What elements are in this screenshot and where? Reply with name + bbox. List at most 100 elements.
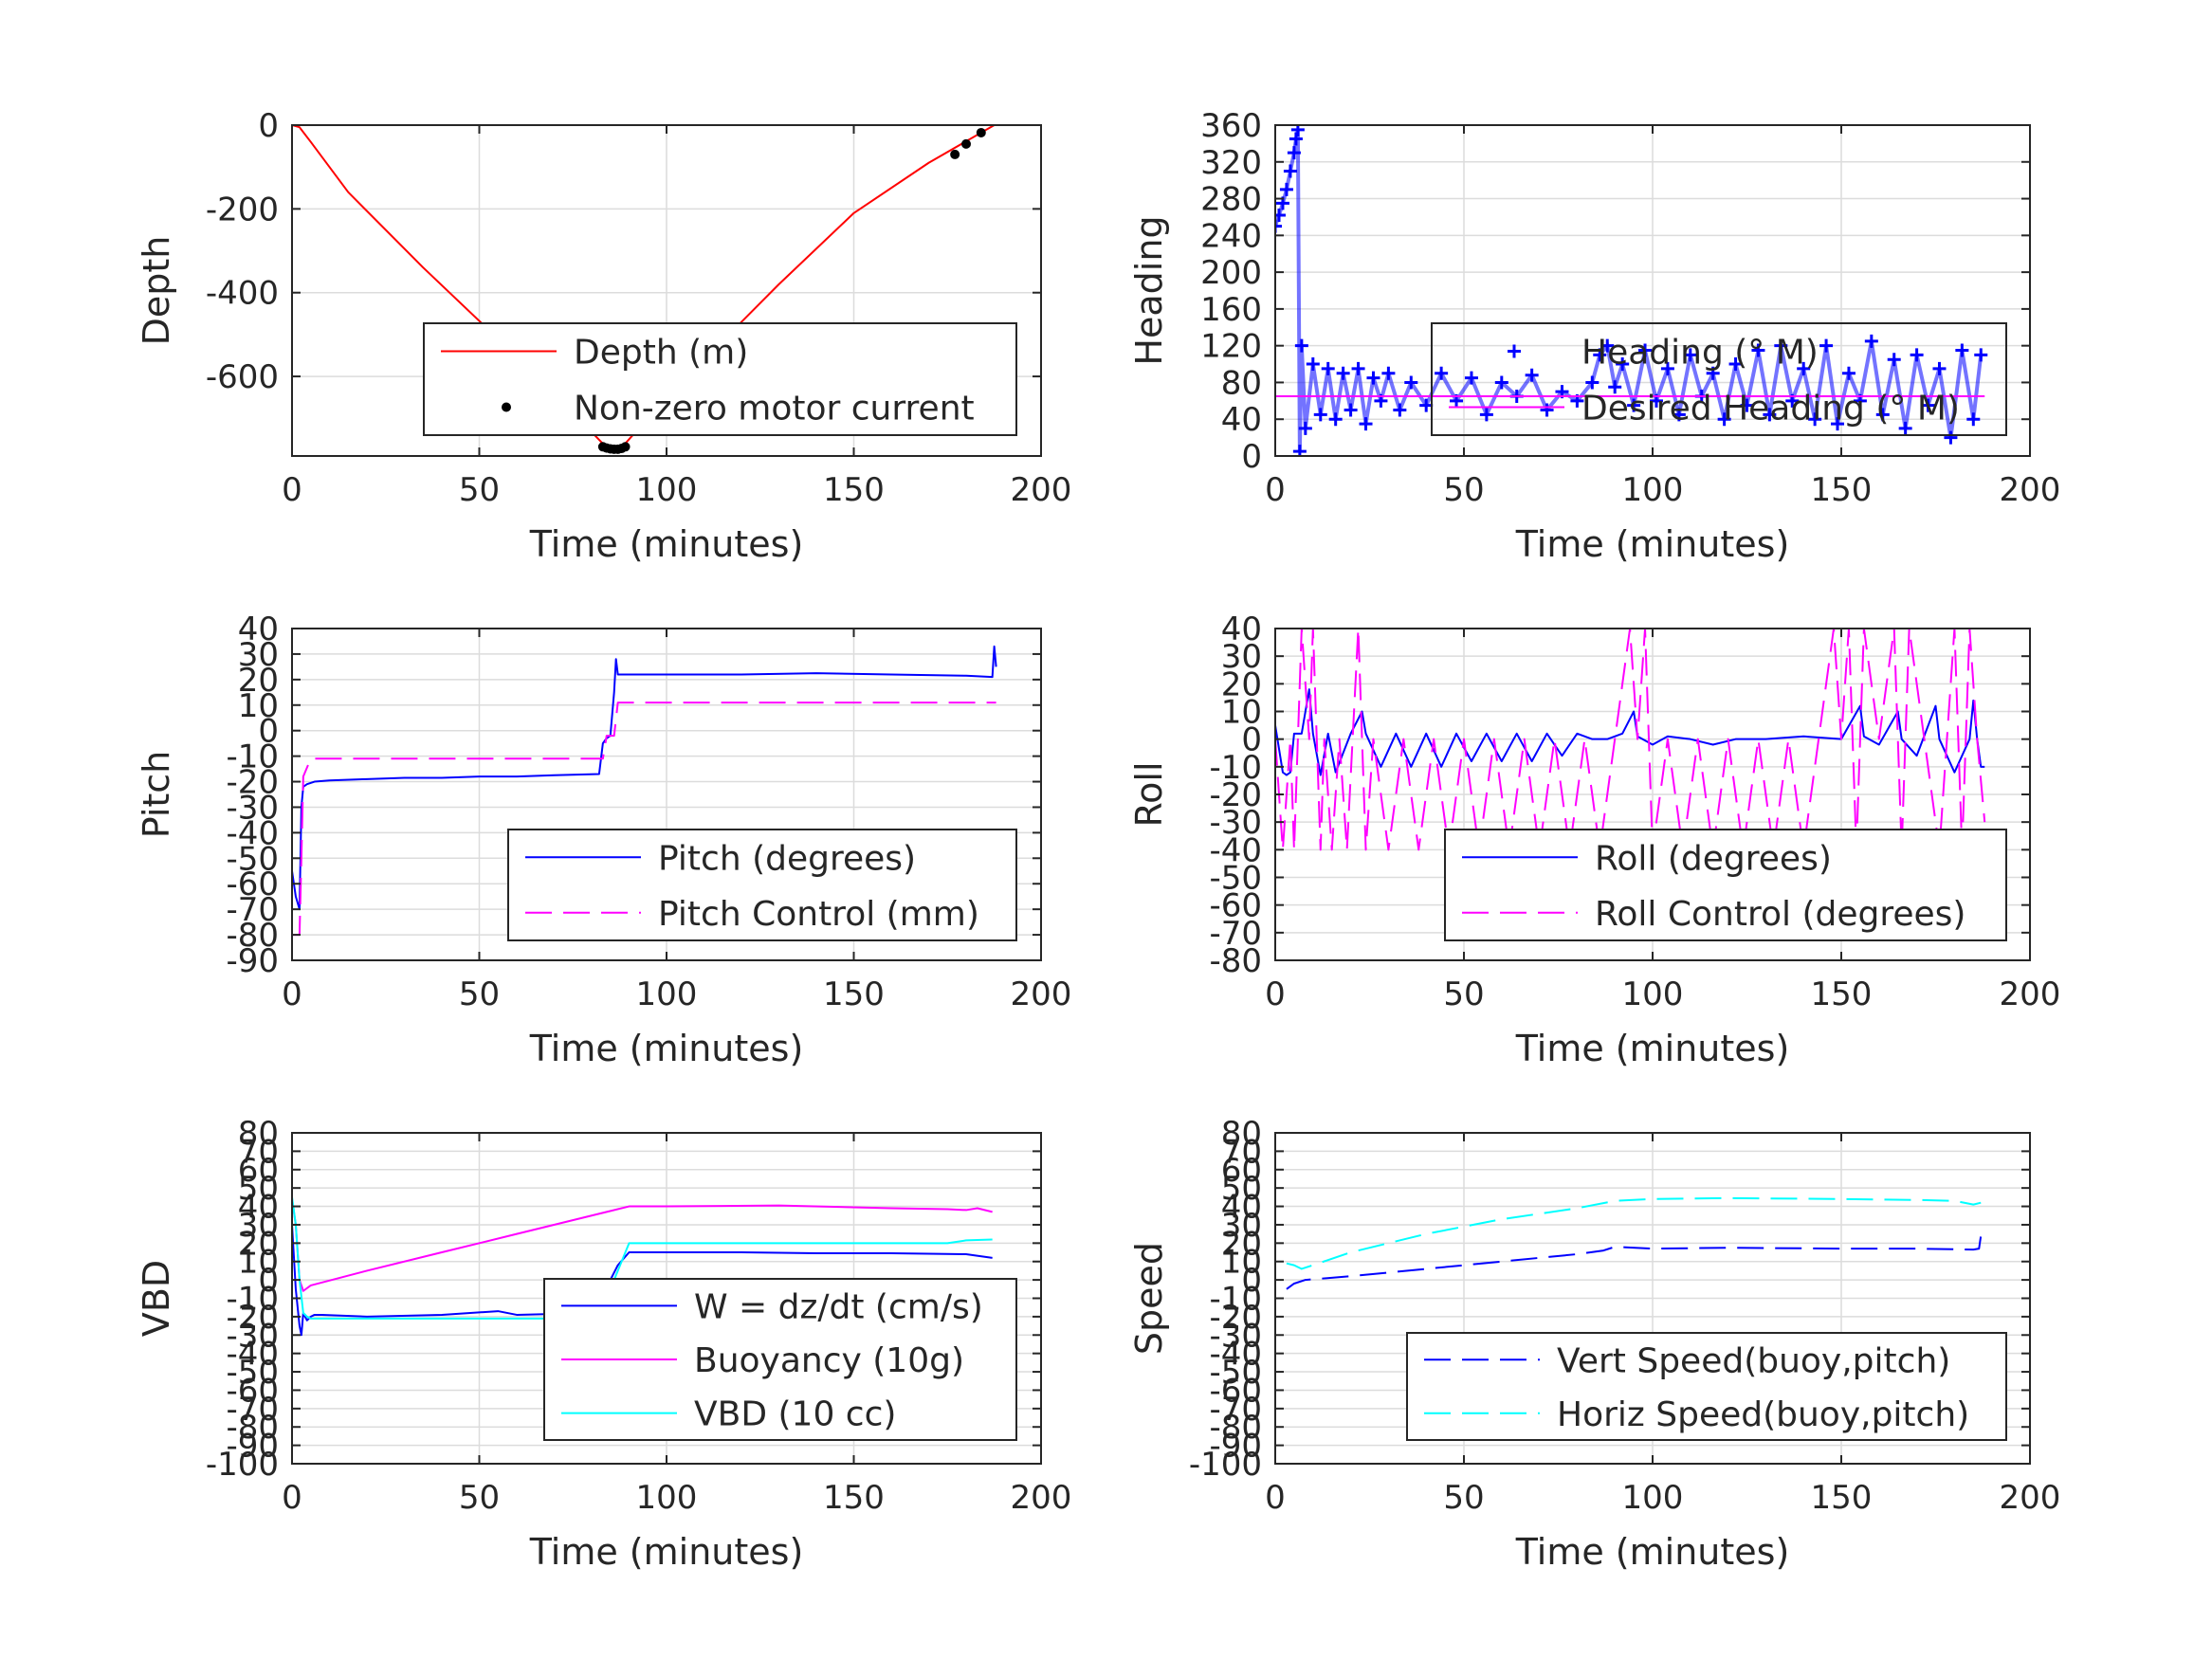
y-tick-label: -50	[1209, 860, 1262, 898]
y-tick-label: 40	[1221, 611, 1262, 648]
y-tick-label: 30	[238, 1207, 279, 1245]
series-line-heading-0	[1275, 129, 1983, 452]
y-tick-label: 20	[238, 662, 279, 700]
legend-label: Roll Control (degrees)	[1595, 895, 1965, 934]
y-tick-label: -100	[206, 1446, 279, 1484]
x-tick-label: 100	[636, 1479, 698, 1517]
y-tick-label: 10	[238, 687, 279, 725]
x-axis-label: Time (minutes)	[529, 1028, 804, 1069]
x-tick-label: 50	[1443, 1479, 1484, 1517]
series-line-speed-1	[1286, 1196, 1982, 1270]
x-tick-label: 100	[1622, 1479, 1684, 1517]
series-group	[1275, 125, 1988, 456]
data-point-depth-1	[620, 442, 631, 452]
y-tick-label: 80	[238, 1115, 279, 1153]
x-tick-label: 200	[2000, 975, 2061, 1013]
x-axis-label: Time (minutes)	[1515, 1531, 1790, 1573]
series-line-roll-1	[1275, 629, 1986, 851]
y-tick-label: -30	[1209, 804, 1262, 842]
data-point-heading-0	[1275, 219, 1282, 233]
series-line-pitch-1	[292, 702, 996, 937]
legend-label: Buoyancy (10g)	[694, 1341, 964, 1380]
x-tick-label: 200	[2000, 1479, 2061, 1517]
y-tick-label: -60	[1209, 1372, 1262, 1410]
x-axis-label: Time (minutes)	[529, 1531, 804, 1573]
y-tick-label: -10	[226, 738, 279, 776]
x-tick-label: 200	[1011, 471, 1072, 509]
x-tick-label: 50	[459, 975, 500, 1013]
series-group	[292, 645, 997, 937]
x-tick-label: 0	[1265, 1479, 1286, 1517]
x-tick-label: 50	[459, 1479, 500, 1517]
y-axis-label: VBD	[136, 1260, 177, 1337]
y-tick-label: 20	[1221, 665, 1262, 703]
series-line-roll-0	[1275, 688, 1985, 776]
y-axis-label: Speed	[1128, 1242, 1170, 1355]
y-tick-label: -80	[1209, 1409, 1262, 1447]
legend-vbd: W = dz/dt (cm/s) Buoyancy (10g) VBD (10 cc…	[543, 1278, 1017, 1441]
x-tick-label: 150	[1811, 1479, 1873, 1517]
y-tick-label: -20	[226, 764, 279, 802]
series-group	[1275, 629, 1986, 851]
series-line-vbd-0	[292, 1224, 993, 1337]
legend-box	[1444, 829, 2007, 941]
legend-label: Roll (degrees)	[1595, 839, 1832, 878]
y-tick-label: -80	[226, 1409, 279, 1447]
y-tick-label: -50	[226, 1354, 279, 1392]
y-tick-label: 30	[1221, 638, 1262, 676]
x-tick-label: 150	[823, 1479, 885, 1517]
y-tick-label: 70	[238, 1133, 279, 1171]
panel-pitch: 0 50 100 150 200403020100-10-20-30-40-50-60-…	[136, 611, 1071, 1069]
y-tick-label: 200	[1200, 254, 1262, 292]
legend-label: Pitch (degrees)	[658, 839, 916, 878]
y-tick-label: -90	[226, 1428, 279, 1466]
y-tick-label: 360	[1200, 107, 1262, 145]
x-tick-label: 100	[636, 975, 698, 1013]
x-tick-label: 0	[282, 471, 302, 509]
y-tick-label: 10	[1221, 1244, 1262, 1282]
y-tick-label: -20	[226, 1299, 279, 1337]
y-tick-label: 30	[238, 636, 279, 674]
series-group	[1286, 1196, 1984, 1290]
panel-roll: 0 50 100 150 200403020100-10-20-30-40-50-60-…	[1128, 611, 2060, 1069]
x-tick-label: 0	[282, 1479, 302, 1517]
y-tick-label: 0	[1241, 438, 1262, 476]
y-tick-label: -80	[1209, 942, 1262, 980]
y-tick-label: 10	[1221, 694, 1262, 732]
series-line-speed-0	[1286, 1231, 1984, 1290]
y-tick-label: 20	[1221, 1225, 1262, 1263]
y-tick-label: 10	[238, 1244, 279, 1282]
x-tick-label: 100	[1622, 975, 1684, 1013]
y-tick-label: -600	[206, 358, 279, 396]
y-tick-label: -90	[1209, 1428, 1262, 1466]
x-tick-label: 150	[1811, 975, 1873, 1013]
legend-box	[1431, 322, 2007, 436]
legend-label: Desired Heading (° M)	[1581, 390, 1960, 428]
data-point-depth-1	[961, 138, 971, 149]
legend-label: Non-zero motor current	[574, 390, 975, 428]
x-tick-label: 0	[1265, 471, 1286, 509]
y-tick-label: -70	[1209, 1391, 1262, 1429]
x-tick-label: 150	[1811, 471, 1873, 509]
panel-vbd: 0 50 100 150 20080706050403020100-10-20-30-4…	[136, 1115, 1071, 1573]
y-tick-label: -40	[226, 814, 279, 852]
y-axis-label: Pitch	[136, 751, 177, 839]
x-tick-label: 100	[636, 471, 698, 509]
series-group	[292, 125, 996, 454]
y-tick-label: 40	[1221, 401, 1262, 439]
legend-marker	[502, 402, 511, 412]
y-axis-label: Roll	[1128, 761, 1170, 827]
y-tick-label: 70	[1221, 1133, 1262, 1171]
y-tick-label: -70	[226, 891, 279, 929]
x-tick-label: 200	[1011, 1479, 1072, 1517]
y-axis-label: Depth	[136, 236, 177, 346]
y-tick-label: -400	[206, 275, 279, 313]
y-tick-label: 40	[1221, 1189, 1262, 1227]
y-tick-label: -90	[226, 942, 279, 980]
y-tick-label: 320	[1200, 144, 1262, 182]
y-tick-label: -70	[1209, 915, 1262, 953]
x-axis-label: Time (minutes)	[529, 523, 804, 565]
y-tick-label: 0	[258, 713, 279, 751]
legend-box	[507, 829, 1017, 941]
y-tick-label: 80	[1221, 364, 1262, 402]
